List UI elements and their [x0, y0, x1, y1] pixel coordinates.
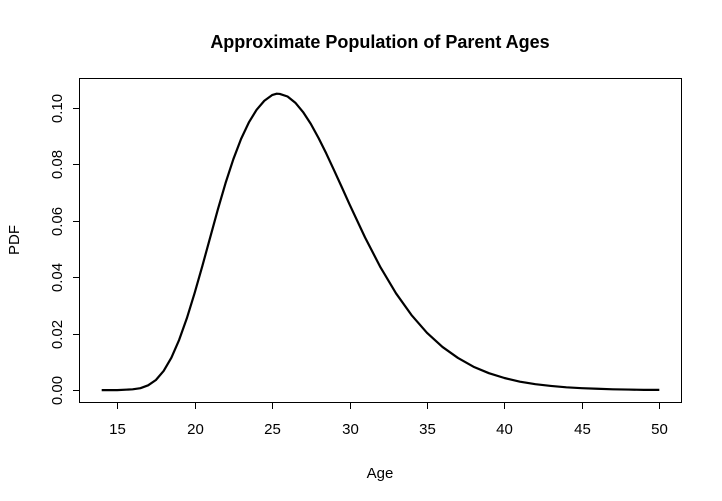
- x-axis: 15 20 25 30 35 40 45 50: [109, 402, 668, 438]
- x-tick-label: 25: [264, 421, 281, 438]
- x-tick-label: 30: [342, 421, 359, 438]
- pdf-curve-line: [101, 92, 660, 392]
- x-tick-label: 50: [651, 421, 668, 438]
- y-tick-label: 0.10: [49, 94, 66, 123]
- y-tick-label: 0.08: [49, 150, 66, 179]
- x-tick-label: 45: [574, 421, 591, 438]
- y-tick-label: 0.02: [49, 320, 66, 349]
- y-tick-label: 0.04: [49, 263, 66, 292]
- x-tick-label: 20: [187, 421, 204, 438]
- x-axis-label: Age: [367, 465, 394, 482]
- x-tick-label: 35: [419, 421, 436, 438]
- chart-title: Approximate Population of Parent Ages: [210, 32, 549, 52]
- y-axis-label: PDF: [6, 225, 23, 255]
- y-tick-label: 0.06: [49, 207, 66, 236]
- y-axis: 0.00 0.02 0.04 0.06 0.08 0.10: [49, 94, 80, 405]
- x-tick-label: 40: [496, 421, 513, 438]
- x-tick-label: 15: [109, 421, 126, 438]
- y-tick-label: 0.00: [49, 376, 66, 405]
- plot-area: [79, 78, 682, 403]
